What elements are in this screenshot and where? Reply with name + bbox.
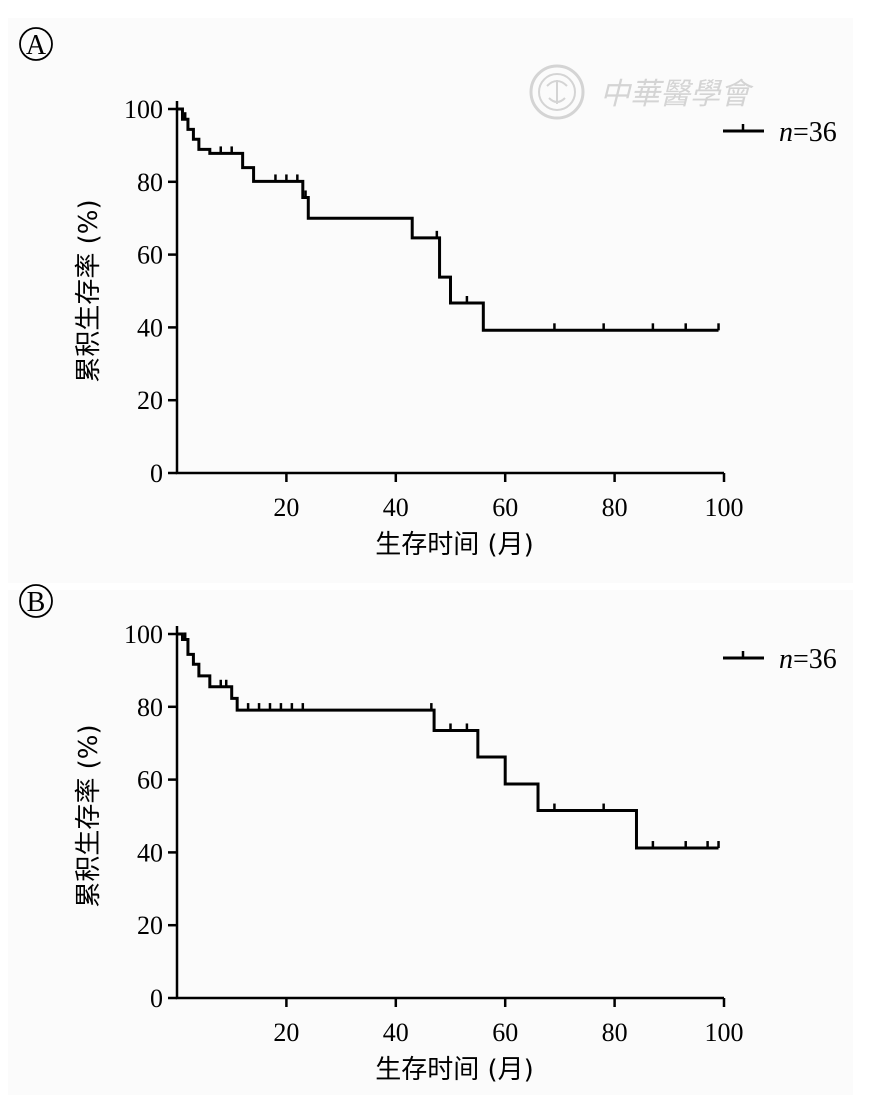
x-axis-title-unit: (月) xyxy=(487,1055,533,1085)
y-tick-label: 100 xyxy=(124,620,163,649)
survival-curve xyxy=(177,632,719,850)
legend-label: n=36 xyxy=(779,644,837,675)
x-tick-label: 20 xyxy=(273,1018,299,1047)
y-tick-label: 40 xyxy=(137,313,163,342)
y-tick-label: 20 xyxy=(137,911,163,940)
panel-label-circle xyxy=(19,27,53,61)
legend-n-value: =36 xyxy=(793,117,837,148)
y-tick-label: 0 xyxy=(150,459,163,488)
y-tick-label: 60 xyxy=(137,241,163,270)
chart-panel-b: B 0 20 40 60 80 100 20 40 60 80 100 生存时间 (月) 累积生存率 (%… xyxy=(19,584,837,1085)
x-tick-label: 60 xyxy=(492,493,518,522)
panel-label-text: B xyxy=(27,587,46,618)
panel-b-background xyxy=(8,590,853,1095)
legend: n=36 xyxy=(723,117,837,148)
y-tick-label: 40 xyxy=(137,838,163,867)
panel-label: A xyxy=(19,27,53,61)
x-axis-title: 生存时间 (月) xyxy=(375,1055,534,1085)
y-tick-label: 80 xyxy=(137,168,163,197)
y-tick-label: 60 xyxy=(137,766,163,795)
x-axis-title-unit: (月) xyxy=(487,530,533,560)
panel-label-text: A xyxy=(26,30,47,61)
legend-n: n xyxy=(779,117,793,148)
x-tick-label: 100 xyxy=(705,1018,744,1047)
y-axis-title-main: 累积生存率 xyxy=(74,244,104,382)
x-tick-label: 20 xyxy=(273,493,299,522)
x-axis-title-main: 生存时间 xyxy=(375,1055,487,1085)
panel-a-background xyxy=(8,18,853,583)
y-tick-label: 100 xyxy=(124,95,163,124)
x-axis-title-main: 生存时间 xyxy=(375,530,487,560)
y-axis-title-main: 累积生存率 xyxy=(74,769,104,907)
y-tick-label: 0 xyxy=(150,984,163,1013)
x-tick-label: 100 xyxy=(705,493,744,522)
legend-n-value: =36 xyxy=(793,644,837,675)
y-tick-label: 80 xyxy=(137,693,163,722)
watermark-text: 中華醫學會 xyxy=(600,77,754,112)
panel-label-circle xyxy=(19,584,53,618)
x-tick-label: 80 xyxy=(602,1018,628,1047)
legend-label: n=36 xyxy=(779,117,837,148)
y-tick-label: 20 xyxy=(137,386,163,415)
x-axis-title: 生存时间 (月) xyxy=(375,530,534,560)
y-axis-title: 累积生存率 (%) xyxy=(74,724,104,907)
y-axis-title-unit: (%) xyxy=(74,724,104,769)
chart-panel-a: A 0 20 40 60 80 100 20 40 60 80 100 生存时间 (月) 累积生存率 (%… xyxy=(19,27,837,560)
x-tick-label: 40 xyxy=(383,1018,409,1047)
x-tick-label: 60 xyxy=(492,1018,518,1047)
watermark-logo: 中華醫學會 xyxy=(529,64,754,120)
x-tick-label: 80 xyxy=(602,493,628,522)
y-axis-title: 累积生存率 (%) xyxy=(74,199,104,382)
legend: n=36 xyxy=(723,644,837,675)
panel-label: B xyxy=(19,584,53,618)
survival-curve xyxy=(177,107,719,332)
x-tick-label: 40 xyxy=(383,493,409,522)
legend-n: n xyxy=(779,644,793,675)
y-axis-title-unit: (%) xyxy=(74,199,104,244)
